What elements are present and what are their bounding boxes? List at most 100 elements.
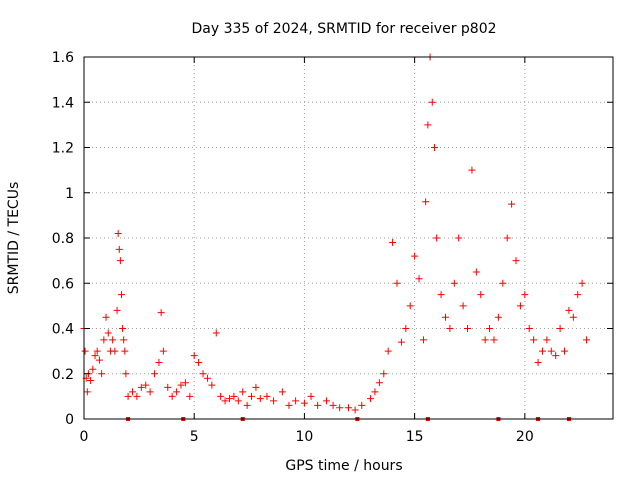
data-point <box>252 383 260 391</box>
data-point <box>565 306 573 314</box>
y-tick-label: 0.8 <box>52 231 74 247</box>
data-point <box>543 336 551 344</box>
data-point <box>384 347 392 355</box>
x-tick-label: 10 <box>296 429 314 445</box>
axis-ticks: 0 5 10 15 20 0 0.2 0.4 0.6 0.8 1 1.2 1.4 1.6 <box>52 50 613 445</box>
data-point <box>578 279 586 287</box>
data-point <box>538 347 546 355</box>
data-point <box>243 401 251 409</box>
data-point <box>93 347 101 355</box>
data-point <box>278 388 286 396</box>
data-point <box>424 121 432 129</box>
grid-lines <box>84 57 613 419</box>
data-point <box>159 347 167 355</box>
data-point <box>534 358 542 366</box>
x-tick-label: 15 <box>406 429 424 445</box>
data-point <box>208 381 216 389</box>
data-point <box>446 325 454 332</box>
data-point <box>83 388 91 396</box>
data-point <box>256 395 264 403</box>
data-point <box>393 279 401 287</box>
y-tick-label: 0.6 <box>52 276 74 292</box>
data-point <box>203 374 211 382</box>
y-tick-label: 1 <box>65 186 74 202</box>
data-point <box>212 329 220 337</box>
data-point <box>406 302 414 310</box>
data-point <box>314 401 322 409</box>
data-point <box>199 370 207 378</box>
data-point <box>285 401 293 409</box>
data-point <box>464 325 472 332</box>
data-point <box>428 98 436 106</box>
data-point <box>173 388 181 396</box>
data-point <box>81 347 89 355</box>
data-point <box>113 306 121 314</box>
data-point <box>137 383 145 391</box>
y-tick-label: 1.2 <box>52 141 74 157</box>
data-point <box>95 356 103 364</box>
data-point <box>371 388 379 396</box>
data-point <box>181 379 189 387</box>
data-point <box>503 234 511 242</box>
y-tick-label: 0.2 <box>52 367 74 383</box>
data-point <box>300 399 308 407</box>
data-point <box>87 377 95 385</box>
data-point <box>468 166 476 174</box>
x-axis-label: GPS time / hours <box>285 458 402 474</box>
data-point <box>477 291 485 299</box>
y-tick-label: 0.4 <box>52 322 74 338</box>
data-point <box>239 388 247 396</box>
data-point <box>102 313 110 321</box>
data-point <box>437 291 445 299</box>
data-point <box>155 358 163 366</box>
data-point <box>345 404 352 412</box>
data-point <box>186 392 194 400</box>
y-tick-label: 0 <box>65 412 74 428</box>
data-point <box>481 336 489 344</box>
data-point <box>230 392 238 400</box>
data-point <box>472 268 480 276</box>
data-point <box>552 352 560 360</box>
data-point <box>494 313 502 321</box>
data-point <box>307 392 315 400</box>
data-point <box>98 370 106 378</box>
data-point <box>292 397 300 405</box>
data-point <box>508 200 516 208</box>
data-point <box>430 144 438 151</box>
data-point <box>358 401 366 409</box>
data-point <box>117 291 125 299</box>
x-tick-label: 20 <box>516 429 534 445</box>
x-tick-label: 5 <box>190 429 199 445</box>
data-point <box>116 257 124 265</box>
data-point <box>450 279 458 287</box>
data-point <box>397 338 405 346</box>
data-point <box>415 275 423 283</box>
data-point <box>455 234 463 242</box>
data-point <box>111 347 119 355</box>
data-point <box>195 358 203 366</box>
data-point <box>556 325 564 332</box>
data-point <box>120 336 128 344</box>
data-point <box>177 381 185 389</box>
data-point <box>521 291 529 299</box>
data-point <box>433 234 441 242</box>
data-point <box>100 336 108 344</box>
data-point <box>459 302 467 310</box>
data-point <box>336 404 344 412</box>
data-point <box>225 395 233 403</box>
data-point <box>221 397 229 405</box>
data-point <box>128 388 136 396</box>
data-point <box>217 392 225 400</box>
data-point <box>109 336 117 344</box>
data-point <box>151 370 159 378</box>
data-point <box>525 325 533 332</box>
data-point <box>114 229 122 237</box>
data-point <box>419 336 427 344</box>
data-point <box>122 370 130 378</box>
data-point <box>91 352 99 360</box>
data-point <box>380 370 388 378</box>
data-point <box>422 198 430 206</box>
data-point <box>270 397 278 405</box>
data-point <box>486 325 494 332</box>
